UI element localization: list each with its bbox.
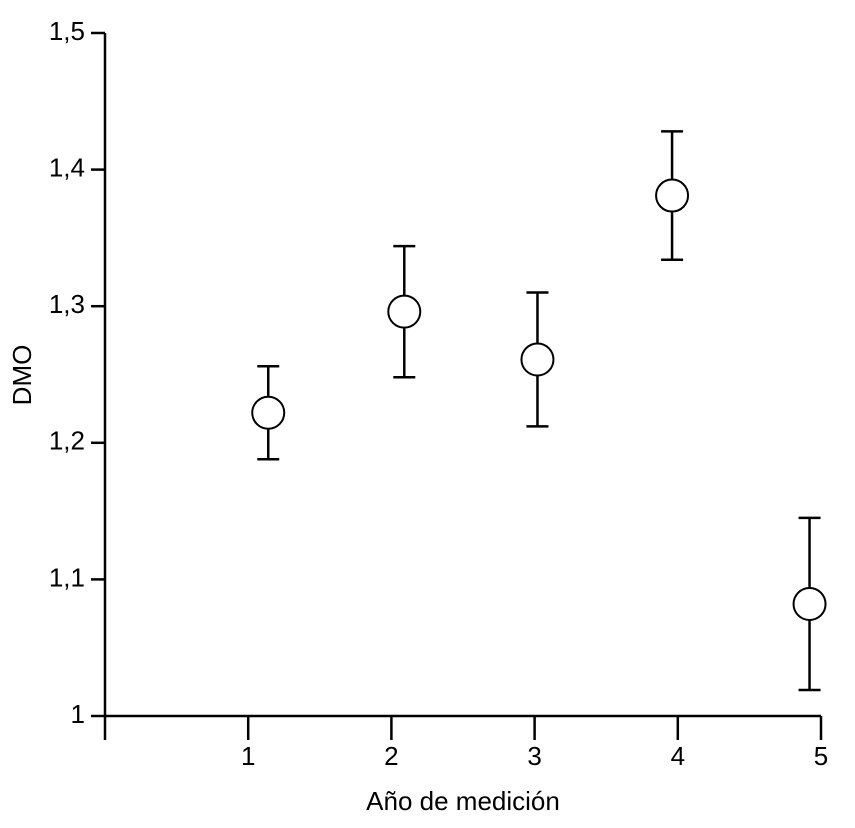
x-tick-label: 2 [384,741,398,771]
x-tick-label: 1 [241,741,255,771]
y-tick-label: 1,2 [49,426,85,456]
x-tick-label: 5 [814,741,828,771]
marker [251,395,286,430]
marker [387,294,422,329]
x-axis-label: Año de medición [366,786,560,816]
y-tick-label: 1,4 [49,152,85,182]
marker [520,342,555,377]
x-tick-label: 4 [671,741,685,771]
y-tick-label: 1 [71,699,85,729]
y-tick-label: 1,1 [49,562,85,592]
marker [655,178,690,213]
marker [792,586,827,621]
y-tick-label: 1,5 [49,16,85,46]
y-tick-label: 1,3 [49,289,85,319]
x-tick-label: 3 [527,741,541,771]
y-axis-label: DMO [7,345,37,406]
